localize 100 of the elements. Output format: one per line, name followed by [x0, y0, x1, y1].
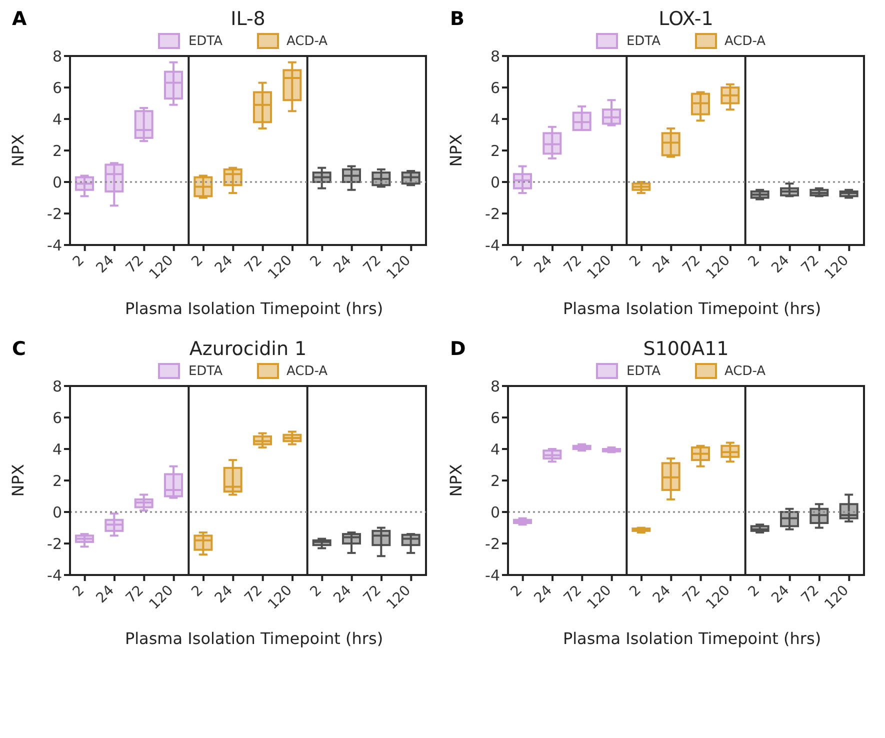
legend-label: EDTA	[626, 34, 660, 48]
y-tick-label: 6	[52, 78, 62, 97]
text: A	[12, 8, 27, 30]
y-tick-label: -4	[485, 566, 500, 584]
x-tick-label: 72	[680, 582, 704, 606]
text: C	[12, 338, 26, 360]
x-tick-label: 72	[360, 582, 384, 606]
x-tick-label: 24	[768, 252, 793, 276]
chart-title: Azurocidin 1	[189, 338, 307, 360]
x-tick-label: 2	[307, 252, 325, 270]
x-tick-label: 24	[93, 252, 118, 276]
x-tick-label: 2	[745, 582, 763, 600]
x-tick-label: 120	[146, 252, 177, 283]
x-tick-label: 24	[212, 252, 236, 276]
y-tick-label: 6	[490, 78, 500, 97]
y-tick-label: 4	[52, 110, 62, 128]
x-tick-label: 2	[626, 582, 644, 600]
y-tick-label: -2	[47, 204, 62, 223]
x-tick-label: 72	[561, 582, 585, 606]
legend-label: EDTA	[188, 34, 222, 48]
legend-label: ACD-A	[286, 34, 328, 48]
y-tick-label: 8	[490, 47, 500, 66]
y-tick-label: 6	[52, 408, 62, 427]
x-axis-title: Plasma Isolation Timepoint (hrs)	[562, 629, 822, 648]
x-tick-label: 120	[822, 252, 852, 283]
y-tick-label: -4	[485, 236, 500, 254]
y-tick-label: 4	[52, 440, 62, 458]
y-tick-label: 4	[490, 110, 500, 128]
x-tick-label: 2	[307, 582, 325, 600]
chart-title: S100A11	[643, 338, 729, 360]
x-tick-label: 24	[330, 252, 355, 276]
x-tick-label: 72	[561, 252, 585, 276]
x-tick-label: 72	[360, 252, 384, 276]
x-tick-label: 2	[508, 582, 526, 600]
legend-label: EDTA	[188, 364, 222, 378]
x-tick-label: 2	[188, 582, 206, 600]
y-tick-label: 2	[52, 142, 62, 160]
x-tick-label: 72	[242, 582, 266, 606]
y-tick-label: 2	[52, 472, 62, 490]
x-tick-label: 72	[123, 582, 147, 606]
chart-title: LOX-1	[658, 8, 714, 30]
chart-title: IL-8	[230, 8, 266, 30]
y-tick-label: 0	[52, 503, 62, 522]
x-tick-label: 120	[584, 582, 615, 613]
x-tick-label: 120	[703, 582, 734, 613]
x-tick-label: 2	[70, 252, 88, 270]
y-tick-label: 8	[52, 377, 62, 396]
x-tick-label: 120	[822, 582, 852, 613]
x-tick-label: 24	[768, 582, 793, 606]
x-tick-label: 72	[123, 252, 147, 276]
y-tick-label: -4	[47, 236, 62, 254]
x-tick-label: 24	[93, 582, 118, 606]
x-tick-label: 24	[531, 582, 556, 606]
x-tick-label: 2	[70, 582, 88, 600]
x-axis-title: Plasma Isolation Timepoint (hrs)	[562, 299, 822, 318]
y-tick-label: 0	[490, 173, 500, 192]
y-axis-title: NPX	[8, 134, 28, 166]
x-tick-label: 24	[650, 252, 674, 276]
y-tick-label: 0	[52, 173, 62, 192]
y-tick-label: 8	[52, 47, 62, 66]
x-axis-title: Plasma Isolation Timepoint (hrs)	[124, 629, 384, 648]
legend-label: ACD-A	[724, 34, 766, 48]
x-tick-label: 24	[330, 582, 355, 606]
y-axis-title: NPX	[446, 464, 466, 496]
x-tick-label: 24	[650, 582, 674, 606]
x-tick-label: 2	[626, 252, 644, 270]
y-tick-label: 6	[490, 408, 500, 427]
x-tick-label: 120	[265, 252, 296, 283]
y-tick-label: -2	[47, 534, 62, 553]
legend-label: ACD-A	[724, 364, 766, 378]
y-tick-label: -2	[485, 534, 500, 553]
legend-label: EDTA	[626, 364, 660, 378]
x-tick-label: 72	[242, 252, 266, 276]
x-tick-label: 24	[531, 252, 556, 276]
x-tick-label: 120	[265, 582, 296, 613]
x-tick-label: 72	[798, 252, 822, 276]
x-tick-label: 72	[680, 252, 704, 276]
x-tick-label: 120	[384, 252, 414, 283]
legend-label: ACD-A	[286, 364, 328, 378]
y-axis-title: NPX	[8, 464, 28, 496]
y-axis-title: NPX	[446, 134, 466, 166]
text: B	[450, 8, 464, 30]
x-axis-title: Plasma Isolation Timepoint (hrs)	[124, 299, 384, 318]
x-tick-label: 24	[212, 582, 236, 606]
y-tick-label: 4	[490, 440, 500, 458]
y-tick-label: 8	[490, 377, 500, 396]
y-tick-label: -2	[485, 204, 500, 223]
y-tick-label: 2	[490, 142, 500, 160]
y-tick-label: -4	[47, 566, 62, 584]
text: D	[450, 338, 466, 360]
y-tick-label: 0	[490, 503, 500, 522]
x-tick-label: 2	[745, 252, 763, 270]
x-tick-label: 120	[384, 582, 414, 613]
x-tick-label: 2	[188, 252, 206, 270]
x-tick-label: 2	[508, 252, 526, 270]
x-tick-label: 72	[798, 582, 822, 606]
y-tick-label: 2	[490, 472, 500, 490]
x-tick-label: 120	[584, 252, 615, 283]
x-tick-label: 120	[703, 252, 734, 283]
x-tick-label: 120	[146, 582, 177, 613]
